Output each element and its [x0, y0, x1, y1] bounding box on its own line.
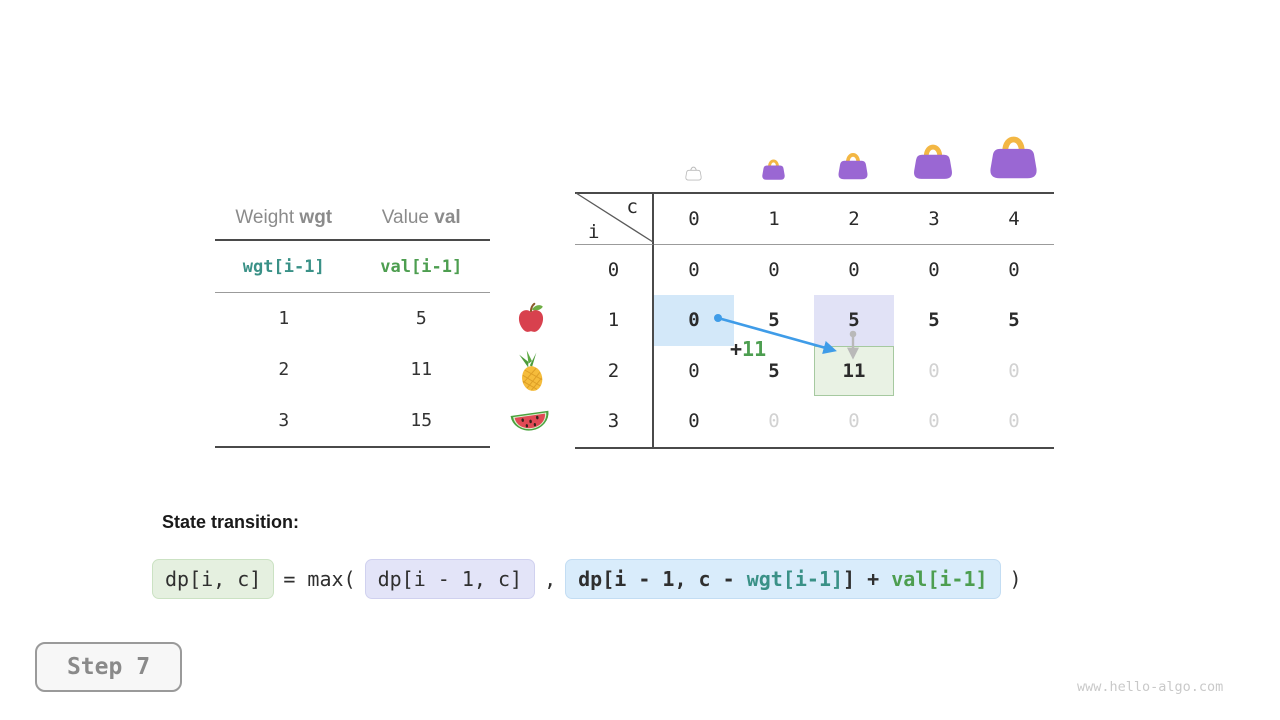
- dp-cell: 0: [928, 410, 940, 433]
- dp-cell: 0: [654, 295, 734, 346]
- item-weight-value: 1: [278, 308, 290, 329]
- dp-col-header: 0: [654, 194, 734, 245]
- dp-cell: 0: [928, 258, 940, 281]
- value-header: Value val: [381, 206, 461, 228]
- dp-cell: 0: [848, 258, 860, 281]
- divider: [215, 239, 490, 241]
- dp-col-variable: c: [626, 196, 638, 218]
- dp-cell: 11: [814, 345, 894, 396]
- item-table-rows: 1 5 2 11 3 15: [215, 293, 490, 446]
- dp-row-header: 1: [575, 295, 654, 346]
- item-table-row: 3 15: [215, 395, 490, 446]
- weight-header: Weight wgt: [235, 206, 333, 228]
- pineapple-icon: [512, 349, 550, 397]
- dp-take-box: dp[i - 1, c - wgt[i-1]] + val[i-1]: [565, 559, 1001, 599]
- dp-table: c i 0 1 2 3 4 0 0 0 0 0 0 1 0 5 5 5 5 2 0 5 11 0 0 3 0 0 0 0 0: [575, 192, 1054, 449]
- dp-current-box: dp[i, c]: [152, 559, 275, 599]
- item-value-value: 15: [410, 410, 433, 431]
- state-transition-title: State transition:: [162, 512, 300, 532]
- dp-row-header: 3: [575, 396, 654, 447]
- dp-cell: 0: [768, 410, 780, 433]
- formula-eq-max: = max(: [283, 567, 356, 591]
- wgt-term: wgt[i-1]: [746, 567, 844, 591]
- formula-close-paren: ): [1009, 567, 1022, 591]
- val-term: val[i-1]: [891, 567, 988, 591]
- formula-comma: ,: [544, 567, 557, 591]
- item-value-value: 11: [410, 359, 433, 380]
- dp-cell: 5: [814, 295, 894, 346]
- dp-col-header: 4: [974, 194, 1054, 245]
- item-weight-value: 3: [278, 410, 290, 431]
- bag-icon-3: [912, 137, 954, 185]
- bag-icon-2: [837, 147, 869, 185]
- value-gain-label: +11: [730, 337, 767, 361]
- item-table-header: Weight wgt Value val: [215, 196, 490, 239]
- dp-cell: 0: [688, 359, 700, 382]
- dp-cell: 0: [688, 410, 700, 433]
- step-badge: Step 7: [35, 642, 182, 692]
- dp-row-variable: i: [588, 220, 600, 243]
- item-table: Weight wgt Value val wgt[i-1] val[i-1] 1…: [215, 196, 490, 448]
- bag-icon-0: [684, 163, 702, 185]
- dp-row-header: 2: [575, 345, 654, 396]
- dp-cell: 0: [928, 359, 940, 382]
- dp-cell: 0: [688, 258, 700, 281]
- item-table-code-row: wgt[i-1] val[i-1]: [215, 241, 490, 292]
- item-table-row: 2 11: [215, 344, 490, 395]
- bag-icon-1: [761, 155, 786, 185]
- item-value-value: 5: [415, 308, 427, 329]
- watermelon-icon: [509, 405, 551, 441]
- state-transition-formula: dp[i, c] = max( dp[i - 1, c] , dp[i - 1,…: [152, 559, 1022, 599]
- divider: [215, 292, 490, 293]
- dp-cell: 0: [848, 410, 860, 433]
- dp-skip-box: dp[i - 1, c]: [364, 559, 536, 599]
- dp-col-header: 2: [814, 194, 894, 245]
- dp-cell: 0: [1008, 258, 1020, 281]
- divider: [215, 446, 490, 448]
- watermark: www.hello-algo.com: [1077, 679, 1224, 695]
- wgt-code-label: wgt[i-1]: [242, 256, 325, 277]
- dp-row-header: 0: [575, 244, 654, 295]
- dp-cell: 0: [1008, 410, 1020, 433]
- dp-cell: 5: [768, 359, 780, 382]
- item-weight-value: 2: [278, 359, 290, 380]
- dp-cell: 0: [1008, 359, 1020, 382]
- dp-cell: 5: [1008, 309, 1020, 332]
- dp-col-header: 3: [894, 194, 974, 245]
- dp-col-header: 1: [734, 194, 814, 245]
- dp-cell: 0: [768, 258, 780, 281]
- val-code-label: val[i-1]: [380, 256, 463, 277]
- dp-cell: 5: [928, 309, 940, 332]
- apple-icon: [514, 301, 548, 339]
- bag-icon-4: [988, 127, 1039, 185]
